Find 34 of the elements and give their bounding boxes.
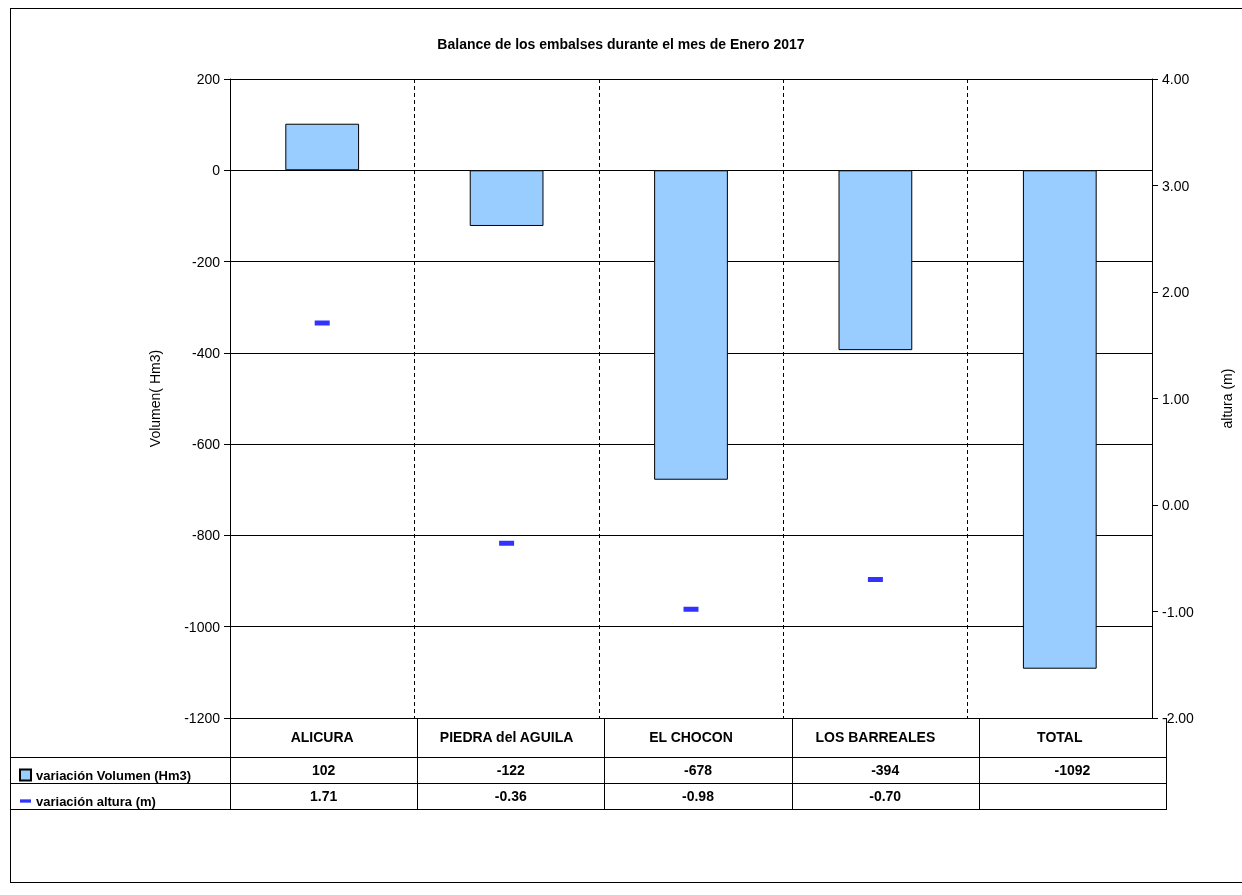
data-label: -0.70 xyxy=(868,787,903,806)
y2-tick-label: 4.00 xyxy=(1162,71,1190,87)
x-tick-label: EL CHOCON xyxy=(649,729,733,745)
y2-tick-label: 0.00 xyxy=(1162,497,1190,513)
y-tick-label: -200 xyxy=(191,253,221,270)
y-tick-label: -1200 xyxy=(184,710,221,726)
y-tick-label: 200 xyxy=(196,71,221,87)
y-tick-label: -400 xyxy=(191,344,221,361)
data-label: -678 xyxy=(682,761,713,780)
legend-label: variación altura (m) xyxy=(36,793,156,809)
chart-title: Balance de los embalses durante el mes de Enero 2017 xyxy=(437,36,805,52)
y-tick-label: -800 xyxy=(191,527,221,544)
data-label: -1092 xyxy=(1053,761,1092,780)
legend-label: variación Volumen (Hm3) xyxy=(36,767,192,783)
x-tick-label: ALICURA xyxy=(290,729,354,745)
y-tick-label: -1000 xyxy=(184,618,221,635)
y2-tick-label: -1.00 xyxy=(1162,603,1195,620)
y2-tick-label: 3.00 xyxy=(1162,177,1190,194)
y2-tick-label: 2.00 xyxy=(1162,284,1190,300)
data-label: -0.98 xyxy=(681,787,715,806)
y-tick-label: 0 xyxy=(212,162,221,179)
data-label: 102 xyxy=(310,761,337,780)
y-tick-label: -600 xyxy=(191,436,221,453)
y2-axis-title: altura (m) xyxy=(1219,368,1235,429)
y-axis-title: Volumen( Hm3) xyxy=(147,349,163,448)
x-tick-label: PIEDRA del AGUILA xyxy=(439,729,574,745)
x-tick-label: LOS BARREALES xyxy=(815,729,936,745)
data-label: -122 xyxy=(495,761,526,780)
y2-tick-label: 1.00 xyxy=(1162,390,1190,407)
x-tick-label: TOTAL xyxy=(1037,729,1083,745)
y2-tick-label: -2.00 xyxy=(1162,710,1195,726)
data-label: -394 xyxy=(870,761,901,780)
data-label: 1.71 xyxy=(308,787,339,806)
data-label: -0.36 xyxy=(493,787,528,806)
